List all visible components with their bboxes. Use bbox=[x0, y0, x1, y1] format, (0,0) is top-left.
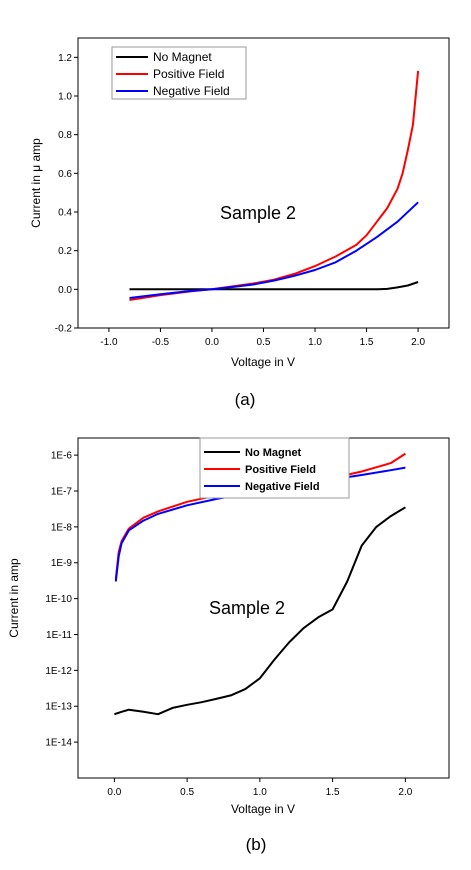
x-axis-label-a: Voltage in V bbox=[231, 355, 295, 369]
y-tick-label-a: 1.2 bbox=[58, 53, 72, 64]
chart-b: 1E-6 1E-7 1E-8 1E-9 1E-10 1E-11 1E-12 1E-13 1E-1… bbox=[7, 437, 450, 854]
x-tick-label-a: 2.0 bbox=[411, 337, 425, 348]
annotation-b: Sample 2 bbox=[209, 598, 285, 618]
legend-label-negative-field-a: Negative Field bbox=[153, 84, 230, 98]
legend-label-positive-field-a: Positive Field bbox=[153, 67, 224, 81]
y-tick-label-b: 1E-14 bbox=[45, 738, 72, 749]
y-tick-label-a: -0.2 bbox=[55, 324, 73, 335]
y-tick-label-a: 0.2 bbox=[58, 246, 72, 257]
series-line-no-magnet-a bbox=[129, 281, 419, 291]
x-axis-label-b: Voltage in V bbox=[231, 802, 295, 816]
y-tick-label-b: 1E-10 bbox=[45, 594, 72, 605]
annotation-a: Sample 2 bbox=[220, 203, 296, 223]
series-group-a bbox=[129, 70, 420, 301]
chart-a: -0.2 0.0 0.2 0.4 0.6 0.8 1.0 1.2 -1.0 -0.5 0.0 0.5… bbox=[29, 37, 450, 409]
x-tick-label-b: 0.0 bbox=[107, 787, 121, 798]
legend-label-negative-field-b: Negative Field bbox=[245, 481, 320, 493]
x-tick-label-a: -0.5 bbox=[152, 337, 170, 348]
y-axis-a: -0.2 0.0 0.2 0.4 0.6 0.8 1.0 1.2 bbox=[55, 53, 78, 335]
series-line-no-magnet-b bbox=[114, 506, 406, 716]
y-tick-label-b: 1E-11 bbox=[46, 630, 72, 641]
x-tick-label-a: 0.5 bbox=[257, 337, 271, 348]
y-tick-label-a: 0.8 bbox=[58, 130, 72, 141]
x-tick-label-b: 0.5 bbox=[180, 787, 194, 798]
x-axis-a: -1.0 -0.5 0.0 0.5 1.0 1.5 2.0 bbox=[100, 328, 425, 348]
x-tick-label-a: 0.0 bbox=[205, 337, 219, 348]
y-tick-label-b: 1E-13 bbox=[45, 702, 72, 713]
y-tick-label-a: 0.4 bbox=[58, 208, 72, 219]
x-tick-label-b: 1.5 bbox=[326, 787, 340, 798]
series-group-b bbox=[114, 452, 406, 716]
x-tick-label-b: 1.0 bbox=[253, 787, 267, 798]
series-line-positive-field-a bbox=[129, 70, 420, 301]
x-tick-label-a: -1.0 bbox=[100, 337, 118, 348]
y-tick-label-b: 1E-9 bbox=[51, 558, 73, 569]
x-tick-label-a: 1.5 bbox=[360, 337, 374, 348]
y-axis-b: 1E-6 1E-7 1E-8 1E-9 1E-10 1E-11 1E-12 1E-13 1E-1… bbox=[45, 451, 78, 749]
caption-a: (a) bbox=[235, 390, 256, 409]
y-tick-label-a: 1.0 bbox=[58, 92, 72, 103]
x-tick-label-a: 1.0 bbox=[308, 337, 322, 348]
y-tick-label-b: 1E-8 bbox=[51, 522, 73, 533]
legend-a: No Magnet Positive Field Negative Field bbox=[111, 46, 247, 100]
legend-label-no-magnet-a: No Magnet bbox=[153, 50, 212, 64]
x-tick-label-b: 2.0 bbox=[398, 787, 412, 798]
y-axis-label-b: Current in amp bbox=[7, 558, 21, 638]
y-tick-label-b: 1E-12 bbox=[45, 666, 72, 677]
x-axis-b: 0.0 0.5 1.0 1.5 2.0 bbox=[107, 778, 413, 798]
y-axis-label-a: Current in μ amp bbox=[29, 138, 43, 228]
legend-label-positive-field-b: Positive Field bbox=[245, 464, 316, 476]
series-line-negative-field-b bbox=[114, 466, 406, 582]
series-line-positive-field-b bbox=[114, 452, 406, 580]
series-line-negative-field-a bbox=[129, 201, 419, 299]
y-tick-label-b: 1E-6 bbox=[51, 451, 73, 462]
y-tick-label-a: 0.0 bbox=[58, 285, 72, 296]
y-tick-label-a: 0.6 bbox=[58, 169, 72, 180]
legend-label-no-magnet-b: No Magnet bbox=[245, 447, 302, 459]
caption-b: (b) bbox=[246, 835, 267, 854]
y-tick-label-b: 1E-7 bbox=[51, 486, 73, 497]
legend-b: No Magnet Positive Field Negative Field bbox=[199, 437, 350, 499]
